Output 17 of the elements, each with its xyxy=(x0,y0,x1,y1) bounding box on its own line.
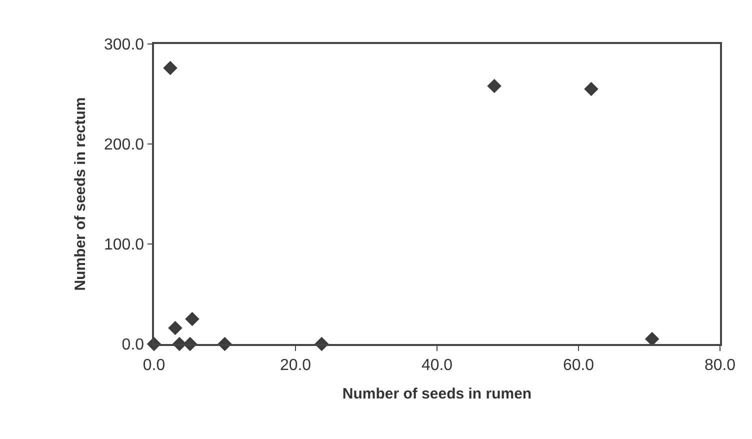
point xyxy=(168,320,182,336)
y-axis-title: Number of seeds in rectum xyxy=(72,97,89,291)
x-axis-title: Number of seeds in rumen xyxy=(342,385,532,402)
x-tick-label: 40.0 xyxy=(421,356,453,374)
x-tick-label: 60.0 xyxy=(562,356,594,374)
y-tick-label: 200.0 xyxy=(104,136,144,154)
x-tick-label: 0.0 xyxy=(142,356,166,374)
x-tick-label: 20.0 xyxy=(280,356,312,374)
point xyxy=(487,78,502,94)
y-tick-label: 300.0 xyxy=(104,36,144,54)
y-tick-label: 100.0 xyxy=(104,236,144,254)
point xyxy=(584,82,598,96)
x-tick-label: 80.0 xyxy=(704,356,736,374)
y-tick-label: 0.0 xyxy=(122,336,144,354)
point xyxy=(185,312,200,326)
point xyxy=(644,332,660,346)
point xyxy=(163,60,178,76)
